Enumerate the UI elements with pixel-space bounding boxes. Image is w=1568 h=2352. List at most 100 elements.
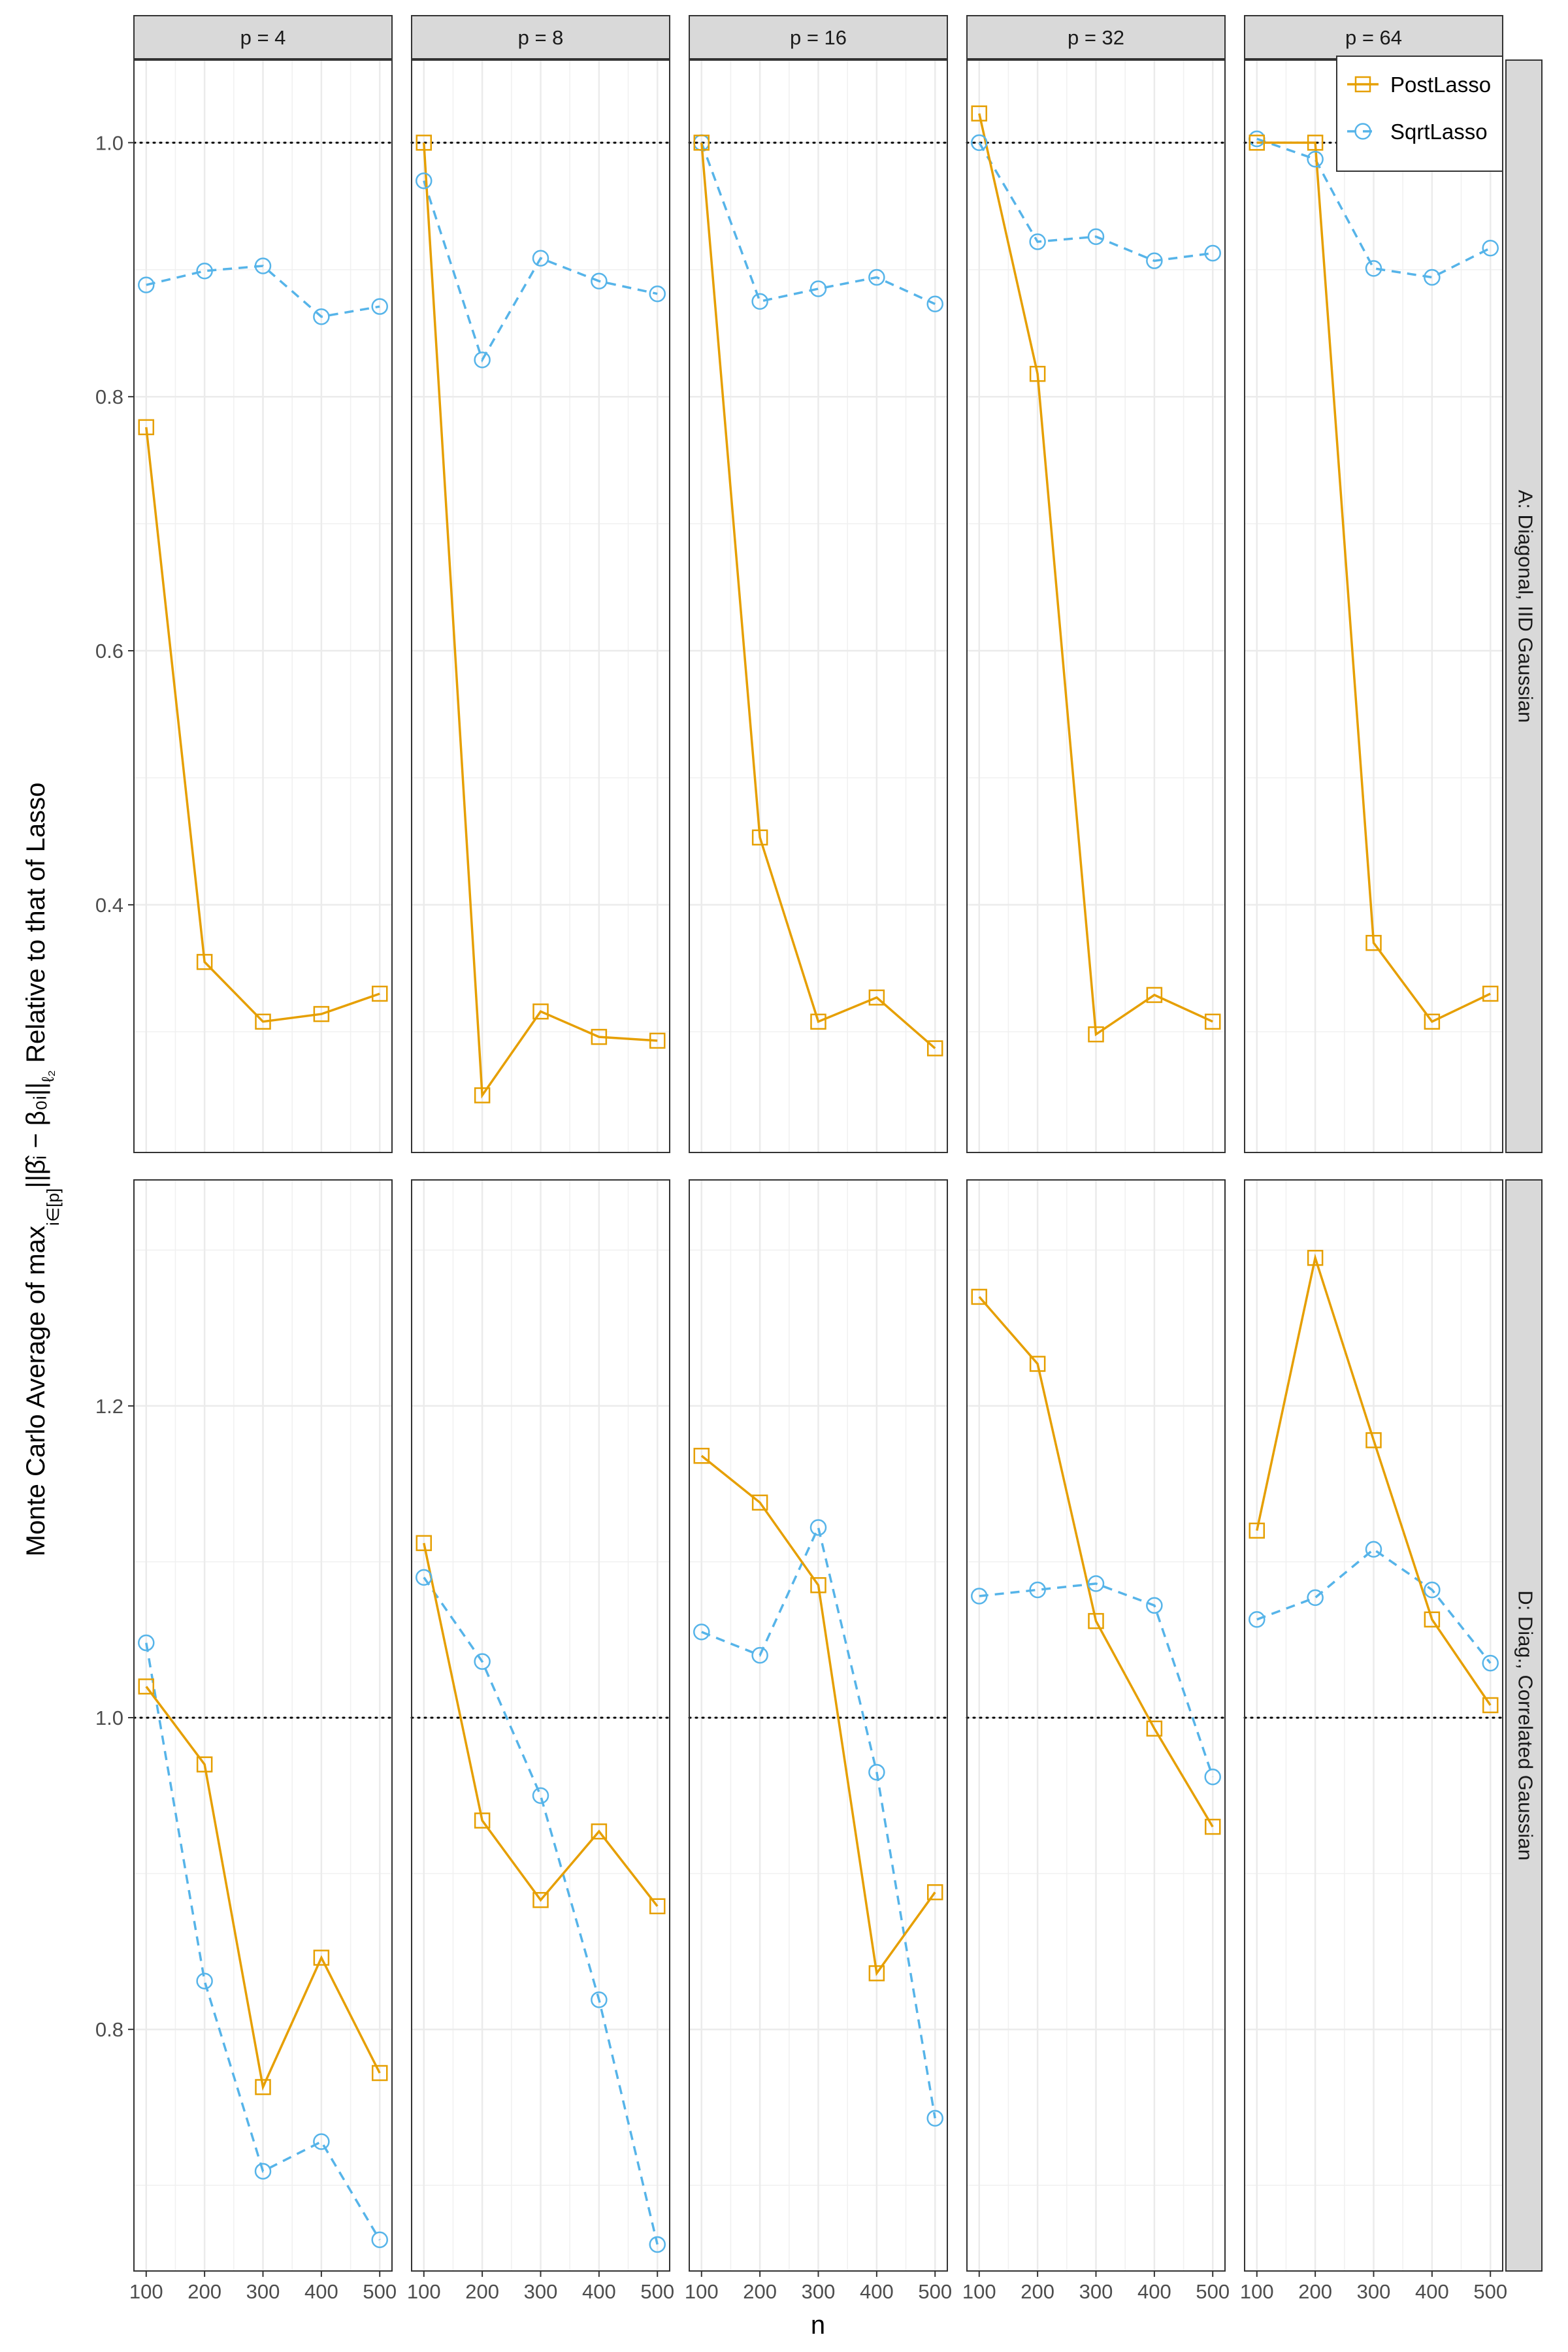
x-tick-label: 200 bbox=[188, 2280, 221, 2303]
y-axis-title-formula: ||β̂ᵢ − β₀ᵢ|| bbox=[22, 1082, 50, 1188]
point-sqrtlasso bbox=[1146, 1597, 1163, 1614]
point-sqrtlasso bbox=[751, 293, 768, 310]
series-line-sqrtlasso bbox=[423, 180, 658, 363]
panel-d-diag-correlated-gaussian-p-16 bbox=[688, 1179, 949, 2272]
x-tick-label: 100 bbox=[129, 2280, 163, 2303]
point-sqrtlasso bbox=[1482, 1654, 1499, 1672]
row-strip-d-diag-correlated-gaussian bbox=[1505, 1179, 1543, 2272]
point-sqrtlasso bbox=[254, 2163, 272, 2180]
point-postlasso bbox=[926, 1040, 943, 1056]
point-sqrtlasso bbox=[1307, 1589, 1324, 1607]
point-postlasso bbox=[1307, 1250, 1324, 1266]
point-sqrtlasso bbox=[809, 1519, 827, 1536]
point-sqrtlasso bbox=[196, 262, 213, 280]
point-sqrtlasso bbox=[1087, 228, 1105, 245]
legend-postlasso-marker bbox=[1354, 76, 1371, 93]
point-postlasso bbox=[1249, 1522, 1266, 1539]
panel-d-diag-correlated-gaussian-p-8 bbox=[410, 1179, 671, 2272]
point-sqrtlasso bbox=[1029, 233, 1046, 250]
point-postlasso bbox=[868, 989, 885, 1006]
point-postlasso bbox=[196, 954, 213, 970]
x-tick-label: 100 bbox=[407, 2280, 441, 2303]
point-sqrtlasso bbox=[649, 2236, 666, 2253]
point-postlasso bbox=[1204, 1818, 1221, 1835]
point-postlasso bbox=[371, 985, 388, 1002]
panel-a-diagonal-iid-gaussian-p-8 bbox=[410, 59, 671, 1153]
point-postlasso bbox=[649, 1032, 666, 1049]
point-postlasso bbox=[474, 1812, 491, 1829]
point-postlasso bbox=[810, 1013, 826, 1030]
facet-strip-p-4 bbox=[133, 15, 393, 59]
y-axis-title-suffix: Relative to that of Lasso bbox=[22, 783, 50, 1070]
x-tick-label: 300 bbox=[1357, 2280, 1391, 2303]
point-postlasso bbox=[371, 2065, 388, 2082]
point-sqrtlasso bbox=[416, 172, 433, 189]
point-sqrtlasso bbox=[254, 257, 272, 274]
y-tick-label: 1.2 bbox=[95, 1395, 123, 1418]
point-postlasso bbox=[1029, 365, 1046, 382]
point-sqrtlasso bbox=[868, 1763, 885, 1781]
series-line-sqrtlasso bbox=[700, 142, 936, 305]
point-sqrtlasso bbox=[1204, 1768, 1221, 1786]
point-postlasso bbox=[1424, 1611, 1441, 1628]
x-tick-label: 200 bbox=[743, 2280, 777, 2303]
series-line-sqrtlasso bbox=[1256, 1548, 1492, 1664]
panel-border bbox=[689, 59, 948, 1153]
y-tick-label: 0.6 bbox=[95, 640, 123, 662]
point-sqrtlasso bbox=[1307, 150, 1324, 168]
x-tick-label: 100 bbox=[685, 2280, 719, 2303]
point-postlasso bbox=[971, 105, 988, 122]
facet-strip-p-8 bbox=[411, 15, 670, 59]
series-line-postlasso bbox=[1256, 141, 1491, 1023]
point-postlasso bbox=[693, 1448, 710, 1464]
point-sqrtlasso bbox=[868, 269, 885, 286]
facet-strip-label: p = 64 bbox=[1345, 26, 1402, 49]
point-postlasso bbox=[313, 1005, 330, 1022]
point-postlasso bbox=[138, 1678, 155, 1695]
point-postlasso bbox=[693, 135, 710, 151]
point-sqrtlasso bbox=[313, 2133, 330, 2150]
series-line-postlasso bbox=[700, 142, 936, 1049]
point-sqrtlasso bbox=[591, 272, 608, 290]
point-postlasso bbox=[1029, 1356, 1046, 1372]
panel-d-diag-correlated-gaussian-p-4 bbox=[133, 1179, 393, 2272]
point-sqrtlasso bbox=[313, 308, 330, 325]
panels-layer: p = 4 p = 8 p = 16 p = 32 p = 64 A: Diagonal,… bbox=[95, 15, 1543, 2303]
x-axis-title: n bbox=[811, 2311, 825, 2340]
facet-strip-label: p = 8 bbox=[518, 26, 564, 49]
point-sqrtlasso bbox=[926, 2110, 943, 2127]
point-postlasso bbox=[1482, 985, 1499, 1002]
point-sqrtlasso bbox=[1146, 252, 1163, 269]
point-postlasso bbox=[138, 419, 155, 436]
x-tick-label: 200 bbox=[465, 2280, 499, 2303]
legend-postlasso-label: PostLasso bbox=[1390, 73, 1491, 97]
point-postlasso bbox=[416, 1535, 433, 1552]
row-strip-label: A: Diagonal, IID Gaussian bbox=[1514, 490, 1537, 723]
y-axis-title-norm: ℓ₂ bbox=[38, 1070, 57, 1083]
point-sqrtlasso bbox=[649, 285, 666, 302]
series-line-postlasso bbox=[978, 113, 1213, 1037]
x-tick-label: 200 bbox=[1021, 2280, 1054, 2303]
point-sqrtlasso bbox=[138, 276, 155, 293]
y-axis-title-subscript: i∈[p] bbox=[43, 1188, 63, 1226]
point-postlasso bbox=[971, 1288, 988, 1305]
x-tick-label: 500 bbox=[363, 2280, 397, 2303]
x-tick-label: 200 bbox=[1298, 2280, 1332, 2303]
series-line-sqrtlasso bbox=[146, 265, 380, 318]
point-postlasso bbox=[255, 1013, 271, 1030]
point-postlasso bbox=[1307, 135, 1324, 151]
series-line-sqrtlasso bbox=[701, 1524, 936, 2119]
point-postlasso bbox=[1088, 1612, 1104, 1629]
series-line-sqrtlasso bbox=[145, 1642, 381, 2241]
point-postlasso bbox=[1424, 1013, 1441, 1030]
point-postlasso bbox=[313, 1950, 330, 1966]
point-postlasso bbox=[1365, 934, 1382, 951]
legend: PostLasso SqrtLasso bbox=[1336, 56, 1503, 172]
panel-a-diagonal-iid-gaussian-p-16 bbox=[688, 59, 949, 1153]
x-tick-label: 500 bbox=[918, 2280, 952, 2303]
point-sqrtlasso bbox=[693, 1624, 710, 1641]
y-tick-label: 0.8 bbox=[95, 385, 123, 408]
point-sqrtlasso bbox=[371, 2231, 388, 2249]
point-postlasso bbox=[1088, 1026, 1104, 1043]
point-sqrtlasso bbox=[971, 134, 988, 152]
